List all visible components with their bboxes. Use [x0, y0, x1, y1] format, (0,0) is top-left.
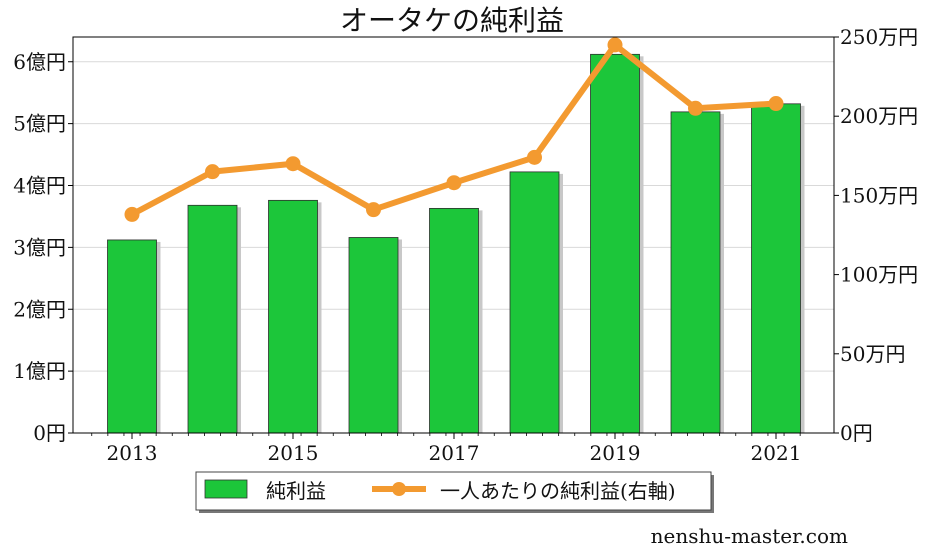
legend-line-marker [392, 482, 406, 496]
bar [751, 103, 801, 434]
chart-title: オータケの純利益 [340, 4, 564, 37]
x-axis: 2013 2015 2017 2019 2021 [91, 433, 802, 465]
line-series [124, 37, 784, 222]
x-tick-label: 2021 [751, 441, 802, 465]
legend-label-bar: 純利益 [266, 479, 326, 503]
bar [348, 237, 399, 434]
y-left-tick-label: 1億円 [13, 359, 66, 383]
line-point [285, 156, 301, 172]
bar [187, 204, 238, 434]
y-left-tick-label: 3億円 [13, 235, 66, 259]
y-right-tick-label: 50万円 [840, 342, 905, 366]
y-right-tick-label: 200万円 [840, 104, 918, 128]
bar [590, 53, 640, 434]
legend-bar-swatch [204, 479, 248, 499]
x-tick-label: 2017 [429, 441, 480, 465]
bar [509, 171, 560, 434]
line-point [366, 202, 381, 218]
y-left-tick-label: 6億円 [13, 50, 66, 74]
legend-box [195, 471, 712, 511]
y-right-tick-label: 0円 [840, 421, 873, 445]
bars [107, 53, 805, 434]
y-left-tick-label: 2億円 [13, 297, 66, 321]
x-tick-label: 2013 [107, 441, 158, 465]
line-point [124, 206, 140, 222]
y-right-tick-label: 150万円 [840, 183, 918, 207]
bar [268, 199, 318, 434]
y-left-tick-label: 5億円 [13, 112, 66, 136]
y-left-tick-label: 4億円 [13, 174, 66, 198]
y-left-tick-label: 0円 [33, 421, 66, 445]
y-right-tick-label: 250万円 [840, 25, 918, 49]
line-point [768, 96, 784, 112]
bar [107, 239, 157, 434]
legend: 純利益 一人あたりの純利益(右軸) [195, 471, 714, 513]
bar [429, 207, 479, 434]
legend-label-line: 一人あたりの純利益(右軸) [440, 479, 676, 503]
y-right-tick-label: 100万円 [840, 263, 918, 287]
line-point [205, 164, 220, 180]
watermark: nenshu-master.com [651, 524, 848, 548]
x-tick-label: 2015 [268, 441, 319, 465]
bar [670, 111, 721, 434]
line-point [688, 100, 703, 116]
line-point [446, 175, 462, 191]
y-axis-left: 0円 1億円 2億円 3億円 4億円 5億円 6億円 [13, 50, 73, 445]
line-point [527, 149, 542, 165]
line-point [607, 37, 623, 53]
y-axis-right: 0円 50万円 100万円 150万円 200万円 250万円 [834, 25, 918, 445]
x-tick-label: 2019 [590, 441, 641, 465]
